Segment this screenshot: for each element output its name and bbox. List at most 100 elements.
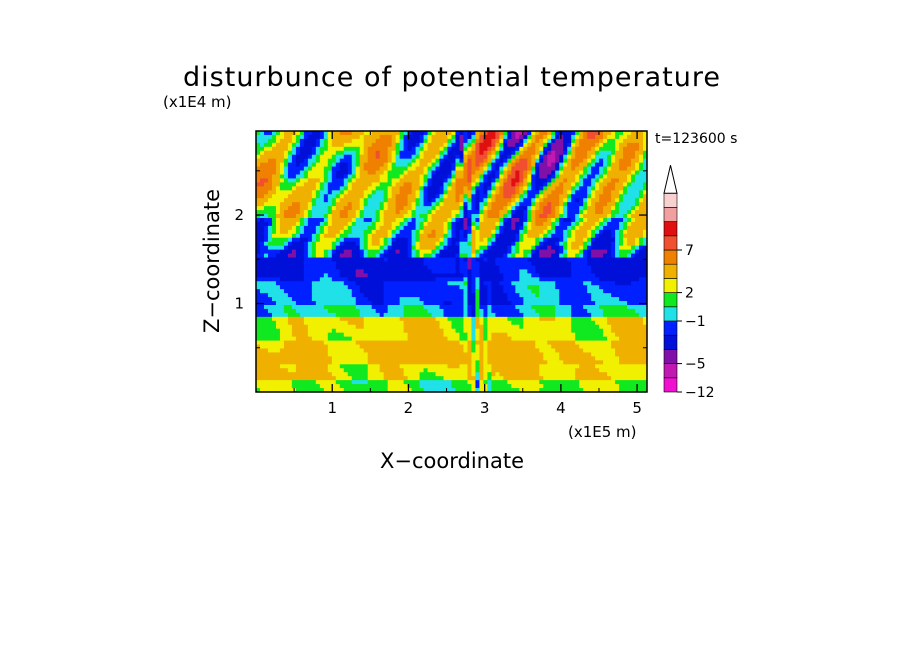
heatmap-cell [535,297,540,302]
heatmap-cell [595,186,600,191]
heatmap-cell [423,301,429,306]
heatmap-cell [603,221,608,227]
heatmap-cell [256,249,261,255]
heatmap-cell [319,312,325,318]
heatmap-cell [415,273,421,278]
heatmap-cell [595,265,600,270]
heatmap-cell [639,131,644,136]
heatmap-cell [271,301,277,306]
heatmap-cell [423,261,429,267]
heatmap-cell [567,194,572,199]
heatmap-cell [331,253,337,259]
heatmap-cell [283,202,289,207]
heatmap-cell [279,324,285,330]
heatmap-cell [483,305,489,310]
heatmap-cell [507,158,512,164]
heatmap-cell [507,305,512,310]
heatmap-cell [419,233,425,239]
heatmap-cell [631,206,636,211]
heatmap-cell [591,289,596,294]
heatmap-cell [619,277,624,282]
heatmap-cell [467,241,473,247]
heatmap-cell [295,190,301,195]
heatmap-cell [447,229,453,235]
heatmap-cell [283,308,289,314]
heatmap-cell [379,273,385,278]
heatmap-cell [471,285,477,290]
heatmap-cell [591,154,596,160]
heatmap-cell [523,249,528,255]
heatmap-cell [415,305,421,310]
heatmap-cell [351,166,357,172]
heatmap-cell [355,225,361,231]
heatmap-cell [543,225,548,231]
heatmap-cell [319,186,325,191]
heatmap-cell [395,150,401,156]
heatmap-cell [411,150,417,156]
heatmap-cell [259,265,265,270]
heatmap-cell [619,150,624,156]
heatmap-cell [315,305,321,310]
heatmap-cell [371,131,377,136]
heatmap-cell [563,150,568,156]
heatmap-cell [443,150,449,156]
heatmap-cell [287,316,293,322]
heatmap-cell [551,142,556,148]
heatmap-cell [487,182,492,187]
heatmap-cell [303,170,309,176]
heatmap-cell [435,241,441,247]
heatmap-cell [259,186,265,191]
heatmap-cell [319,273,325,278]
heatmap-cell [375,150,381,156]
heatmap-cell [271,281,277,286]
heatmap-cell [583,154,588,160]
heatmap-cell [579,308,584,314]
heatmap-cell [263,221,269,227]
heatmap-cell [331,154,337,160]
heatmap-cell [619,305,624,310]
heatmap-cell [291,308,297,314]
heatmap-cell [383,202,389,207]
heatmap-cell [643,210,647,215]
heatmap-cell [567,277,572,282]
heatmap-cell [355,257,361,263]
heatmap-cell [295,198,301,203]
heatmap-cell [555,320,560,326]
heatmap-cell [499,316,504,322]
heatmap-cell [491,138,496,144]
heatmap-cell [627,269,632,274]
heatmap-cell [431,265,437,270]
heatmap-cell [547,289,552,294]
heatmap-cell [371,158,377,164]
heatmap-cell [303,225,309,231]
heatmap-cell [435,281,441,286]
heatmap-cell [387,206,393,211]
heatmap-cell [599,297,604,302]
heatmap-cell [547,214,552,219]
heatmap-cell [339,134,345,140]
heatmap-cell [331,249,337,255]
heatmap-cell [539,170,544,176]
heatmap-cell [487,131,492,136]
heatmap-cell [523,273,528,278]
heatmap-cell [491,190,496,195]
heatmap-cell [547,190,552,195]
heatmap-cell [615,233,620,239]
heatmap-cell [555,150,560,156]
heatmap-cell [559,269,564,274]
heatmap-cell [303,186,309,191]
heatmap-cell [591,186,596,191]
heatmap-cell [263,241,269,247]
heatmap-cell [275,142,281,148]
heatmap-cell [275,210,281,215]
heatmap-cell [519,277,524,282]
heatmap-cell [391,131,397,136]
heatmap-cell [379,186,385,191]
heatmap-cell [559,253,564,259]
heatmap-cell [607,324,612,330]
heatmap-cell [551,154,556,160]
heatmap-cell [583,269,588,274]
heatmap-cell [355,174,361,180]
heatmap-cell [283,182,289,187]
heatmap-cell [531,233,536,239]
